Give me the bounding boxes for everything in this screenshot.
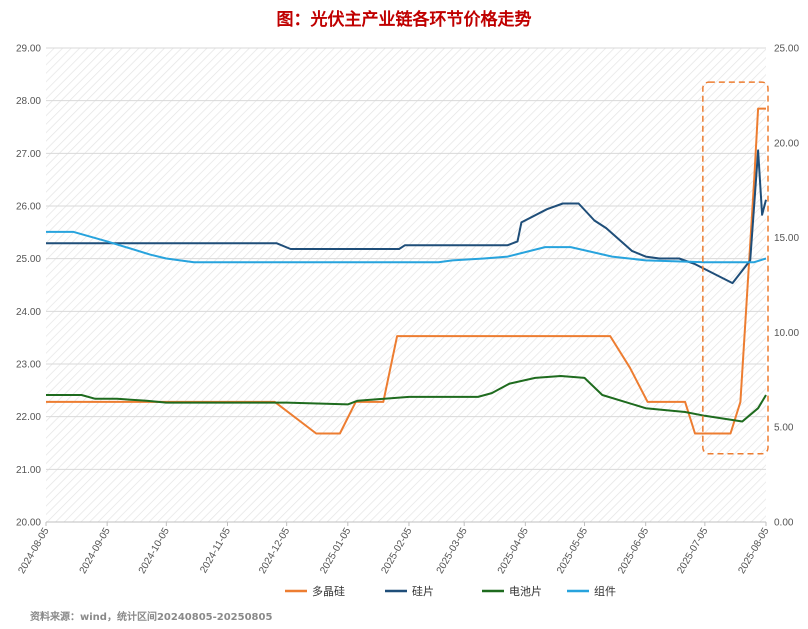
x-tick-label: 2024-11-05 bbox=[198, 526, 233, 576]
y-left-tick-label: 23.00 bbox=[16, 360, 41, 371]
y-left-tick-label: 22.00 bbox=[16, 412, 41, 423]
y-left-tick-label: 25.00 bbox=[16, 254, 41, 265]
legend: 多晶硅 硅片 电池片 组件 bbox=[285, 584, 616, 598]
y-right-tick-label: 10.00 bbox=[774, 328, 799, 339]
x-tick-label: 2025-06-05 bbox=[616, 526, 651, 576]
x-tick-label: 2025-01-05 bbox=[318, 526, 353, 576]
series-line bbox=[46, 375, 767, 423]
legend-label: 多晶硅 bbox=[312, 584, 345, 598]
series-lines bbox=[46, 107, 767, 435]
y-right-tick-label: 5.00 bbox=[774, 423, 794, 434]
series-line bbox=[46, 149, 767, 285]
y-left-tick-label: 29.00 bbox=[16, 44, 41, 55]
highlight-box-rect bbox=[702, 81, 769, 455]
x-tick-label: 2025-05-05 bbox=[555, 526, 590, 576]
series-line bbox=[46, 107, 766, 435]
x-axis: 2024-08-05 2024-09-05 2024-10-05 2024-11-05… bbox=[16, 521, 772, 576]
y-left-tick-label: 24.00 bbox=[16, 307, 41, 318]
x-tick-label: 2024-12-05 bbox=[257, 526, 292, 576]
y-left-tick-label: 21.00 bbox=[16, 465, 41, 476]
x-tick-label: 2025-02-05 bbox=[379, 526, 414, 576]
x-tick-label: 2025-03-05 bbox=[435, 526, 470, 576]
y-left-tick-label: 28.00 bbox=[16, 96, 41, 107]
source-note: 资料来源：wind，统计区间20240805-20250805 bbox=[30, 610, 272, 623]
legend-label: 组件 bbox=[594, 584, 616, 598]
x-tick-label: 2024-09-05 bbox=[78, 526, 113, 576]
y-right-tick-label: 25.00 bbox=[774, 44, 799, 55]
legend-label: 硅片 bbox=[412, 585, 434, 598]
x-tick-label: 2024-08-05 bbox=[16, 526, 51, 576]
plot-background bbox=[46, 48, 766, 522]
y-left-tick-label: 27.00 bbox=[16, 149, 41, 160]
x-tick-label: 2024-10-05 bbox=[137, 526, 172, 576]
x-tick-label: 2025-04-05 bbox=[496, 526, 531, 576]
y-left-tick-label: 20.00 bbox=[16, 518, 41, 529]
x-tick-label: 2025-08-05 bbox=[736, 526, 771, 576]
y-left-tick-label: 26.00 bbox=[16, 202, 41, 213]
y-right-tick-label: 20.00 bbox=[774, 138, 799, 149]
x-tick-label: 2025-07-05 bbox=[675, 526, 710, 576]
series-line bbox=[46, 230, 767, 264]
chart-title: 图：光伏主产业链各环节价格走势 bbox=[277, 9, 532, 30]
y-axis-right: 0.00 5.00 10.00 15.00 20.00 25.00 bbox=[774, 44, 799, 529]
y-axis-left: 20.00 21.00 22.00 23.00 24.00 25.00 26.00 27.00… bbox=[16, 44, 41, 529]
y-right-tick-label: 0.00 bbox=[774, 518, 794, 529]
y-right-tick-label: 15.00 bbox=[774, 233, 799, 244]
highlight-box bbox=[702, 81, 769, 455]
legend-label: 电池片 bbox=[509, 585, 542, 598]
